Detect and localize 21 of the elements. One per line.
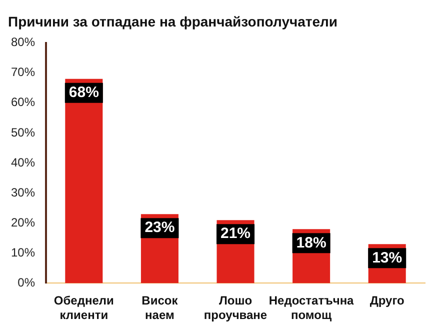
data-label: 13% <box>372 249 402 266</box>
y-tick-label: 80% <box>10 35 36 50</box>
x-tick-label: Недостатъчна помощ <box>268 294 354 322</box>
data-label: 68% <box>68 84 99 101</box>
data-label: 18% <box>296 234 326 252</box>
y-tick-label: 30% <box>10 185 36 200</box>
y-tick-label: 20% <box>10 215 36 230</box>
y-tick-label: 10% <box>10 245 36 260</box>
x-tick-label: Лошо проучване <box>204 294 268 322</box>
y-tick-label: 70% <box>10 65 36 80</box>
chart-title: Причини за отпадане на франчайзополучатели <box>8 13 338 30</box>
y-tick-label: 60% <box>10 95 36 110</box>
data-label: 21% <box>220 225 251 242</box>
data-label: 23% <box>144 219 175 236</box>
x-tick-label: Висок наем <box>142 294 179 322</box>
y-tick-label: 50% <box>10 125 36 140</box>
bar <box>65 78 103 284</box>
x-tick-label: Друго <box>370 294 404 308</box>
y-tick-label: 0% <box>18 276 36 290</box>
x-tick-label: Обеднели клиенти <box>54 294 114 322</box>
y-tick-label: 40% <box>10 155 36 170</box>
